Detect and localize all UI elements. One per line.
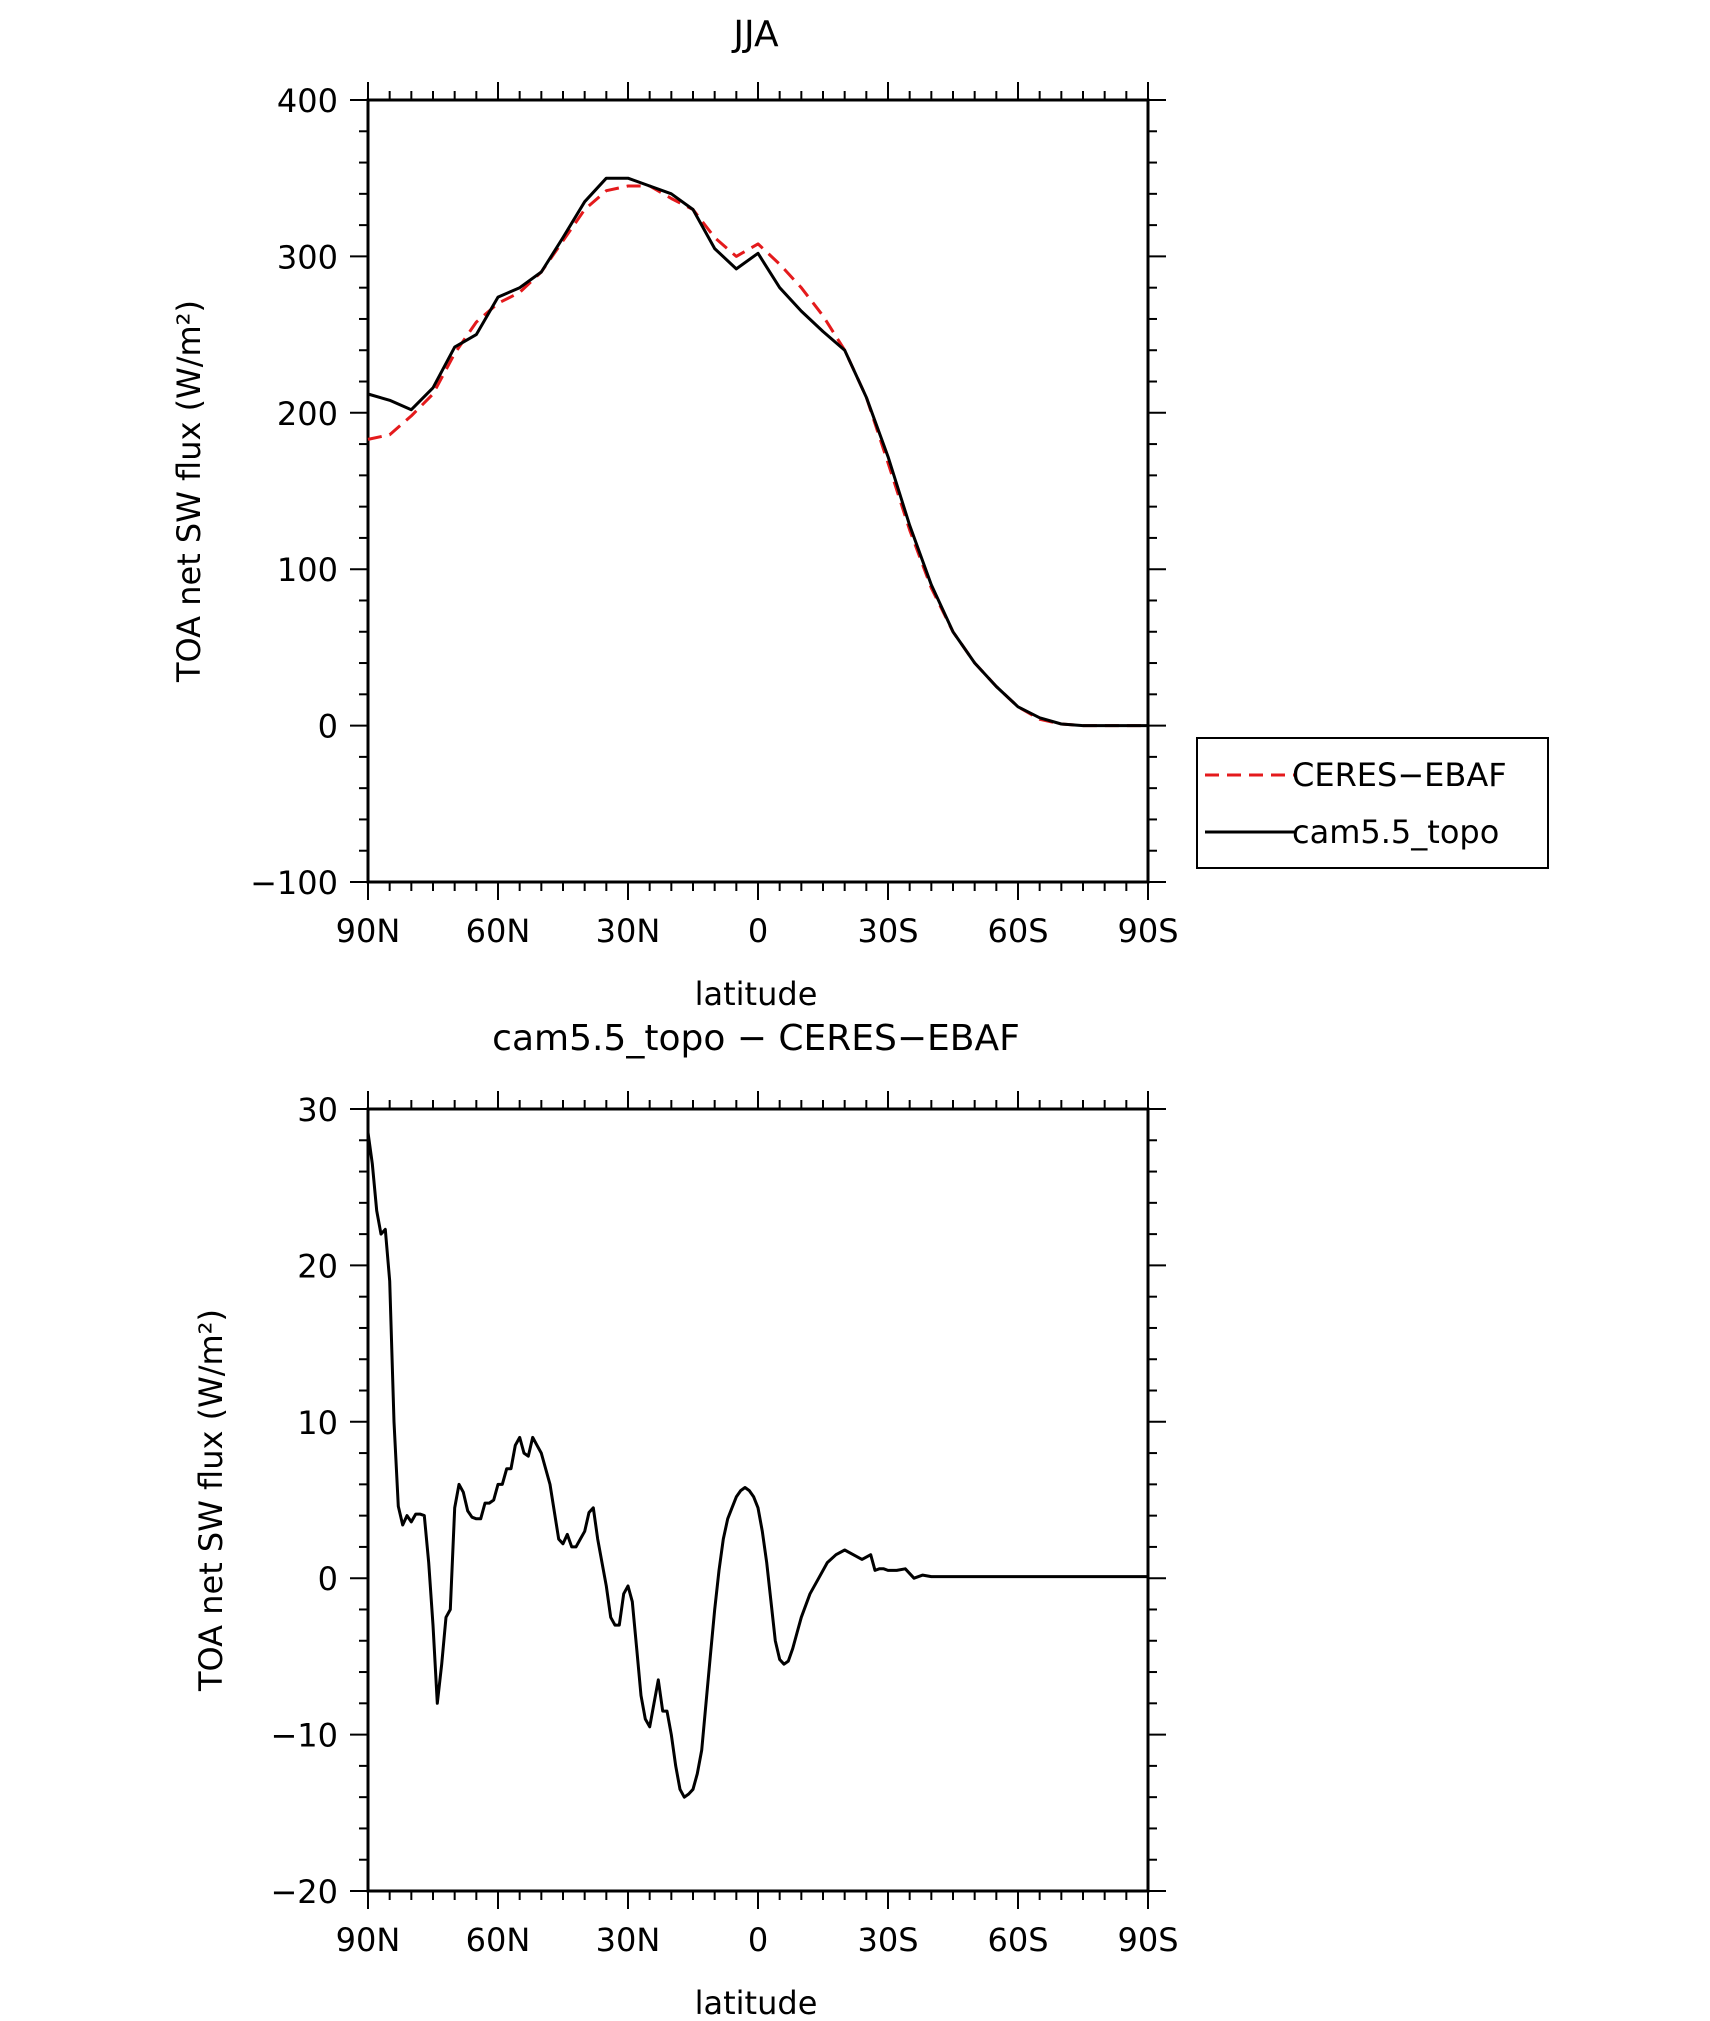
bottom-xtick-label: 90N — [336, 1921, 401, 1959]
bottom-panel: cam5.5_topo − CERES−EBAF −20 −10 0 10 20 30 90… — [192, 1018, 1179, 2021]
bottom-chart-title: cam5.5_topo − CERES−EBAF — [492, 1018, 1020, 1059]
bottom-xtick-label: 30S — [857, 1921, 918, 1959]
top-xtick-label: 30N — [596, 912, 661, 950]
top-lines — [367, 176, 1148, 728]
bottom-plot-frame — [366, 1107, 1150, 1893]
bottom-lines — [366, 1132, 1148, 1799]
top-y-axis-label: TOA net SW flux (W/m²) — [170, 300, 208, 683]
bottom-ytick-label: −10 — [270, 1717, 338, 1755]
top-x-axis-label: latitude — [695, 975, 818, 1013]
top-xtick-label: 90N — [336, 912, 401, 950]
bottom-xtick-label: 60S — [987, 1921, 1048, 1959]
bottom-xtick-label: 90S — [1117, 1921, 1178, 1959]
bottom-xtick-label: 60N — [466, 1921, 531, 1959]
bottom-xtick-label: 0 — [748, 1921, 768, 1959]
bottom-ytick-label: −20 — [270, 1873, 338, 1911]
bottom-xtick-label: 30N — [596, 1921, 661, 1959]
top-chart-title: JJA — [731, 14, 779, 55]
bottom-series-line-0 — [366, 1132, 1148, 1799]
top-xtick-label: 90S — [1117, 912, 1178, 950]
top-xtick-label: 30S — [857, 912, 918, 950]
bottom-ytick-label: 20 — [297, 1247, 338, 1285]
top-ytick-label: 300 — [277, 238, 338, 276]
legend-label-ceres: CERES−EBAF — [1292, 756, 1507, 794]
top-ticks: −100 0 100 200 300 400 90N 60N 30N 0 30S 60S 90S — [250, 82, 1179, 950]
top-series-line-1 — [367, 176, 1148, 728]
top-series-line-0 — [367, 184, 1148, 728]
top-ytick-label: 100 — [277, 551, 338, 589]
top-xtick-label: 60N — [466, 912, 531, 950]
top-ytick-label: 200 — [277, 395, 338, 433]
top-plot-frame — [366, 98, 1150, 884]
legend-box — [1196, 737, 1549, 869]
bottom-ytick-label: 0 — [318, 1560, 338, 1598]
bottom-ytick-label: 10 — [297, 1404, 338, 1442]
bottom-y-axis-label: TOA net SW flux (W/m²) — [192, 1309, 230, 1692]
top-xtick-label: 60S — [987, 912, 1048, 950]
top-ytick-label: −100 — [250, 864, 338, 902]
legend-label-cam: cam5.5_topo — [1292, 813, 1499, 851]
bottom-ticks: −20 −10 0 10 20 30 90N 60N 30N 0 30S 60S 90S — [270, 1091, 1179, 1959]
top-ytick-label: 400 — [277, 82, 338, 120]
top-ytick-label: 0 — [318, 708, 338, 746]
bottom-x-axis-label: latitude — [695, 1984, 818, 2021]
top-xtick-label: 0 — [748, 912, 768, 950]
top-panel: JJA −100 0 100 200 300 400 90N 60N 30N 0 30S 60S 90S… — [170, 14, 1549, 1013]
bottom-ytick-label: 30 — [297, 1091, 338, 1129]
legend: CERES−EBAF cam5.5_topo — [1196, 737, 1549, 869]
